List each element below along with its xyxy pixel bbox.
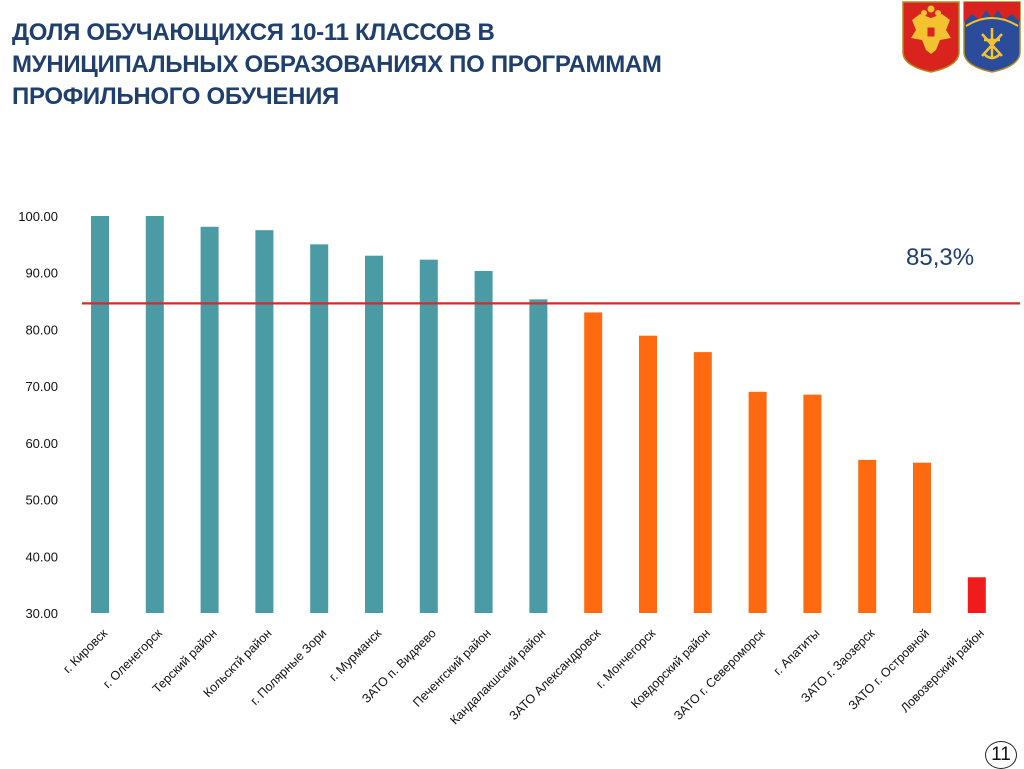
bar: [255, 230, 274, 613]
page-number: 11: [985, 741, 1017, 769]
emblems: [902, 1, 1021, 73]
x-tick-label: Кандалакшский район: [447, 626, 548, 727]
y-tick-label: 60.00: [25, 436, 58, 451]
bar: [365, 255, 383, 613]
x-tick-label: г. Апатиты: [771, 626, 823, 678]
bar: [858, 459, 877, 613]
x-tick-label: ЗАТО г. Североморск: [671, 626, 768, 723]
bar: [584, 312, 603, 613]
title-line: МУНИЦИПАЛЬНЫХ ОБРАЗОВАНИЯХ ПО ПРОГРАММАМ: [12, 51, 662, 78]
bar: [310, 244, 329, 613]
y-tick-label: 90.00: [25, 266, 58, 281]
bar: [913, 462, 931, 613]
bar: [419, 259, 438, 613]
bar: [200, 226, 219, 614]
bar: [474, 271, 493, 613]
title-line: ДОЛЯ ОБУЧАЮЩИХСЯ 10-11 КЛАССОВ В: [12, 19, 495, 46]
bar: [967, 577, 986, 613]
y-tick-label: 70.00: [25, 379, 58, 394]
page-title: ДОЛЯ ОБУЧАЮЩИХСЯ 10-11 КЛАССОВ В МУНИЦИП…: [12, 17, 872, 113]
bar: [91, 216, 109, 613]
y-tick-label: 30.00: [25, 606, 58, 621]
bar: [803, 394, 822, 613]
bar: [693, 352, 712, 613]
x-tick-label: г. Мурманск: [326, 626, 384, 684]
russia-coat-of-arms-icon: [902, 1, 960, 73]
murmansk-oblast-coat-of-arms-icon: [963, 1, 1021, 73]
bar: [748, 391, 767, 613]
bar: [529, 299, 548, 613]
y-tick-label: 40.00: [25, 549, 58, 564]
x-tick-label: ЗАТО Александровск: [507, 626, 604, 723]
x-tick-label: г. Кировск: [60, 626, 110, 676]
y-tick-label: 80.00: [25, 322, 58, 337]
y-tick-label: 50.00: [25, 493, 58, 508]
reference-line-label: 85,3%: [906, 244, 975, 271]
bar: [145, 216, 164, 613]
y-tick-label: 100.00: [18, 209, 58, 224]
title-line: ПРОФИЛЬНОГО ОБУЧЕНИЯ: [12, 83, 340, 110]
bar: [639, 335, 657, 613]
